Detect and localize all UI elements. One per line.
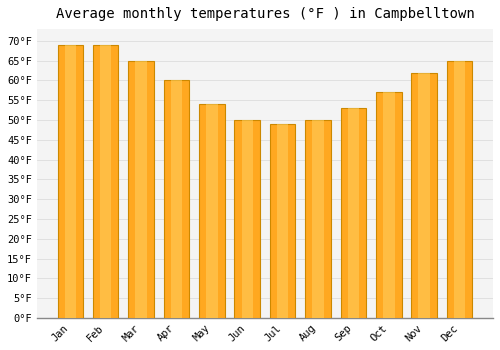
Bar	[206, 104, 218, 318]
Bar	[128, 61, 154, 318]
Bar	[340, 108, 366, 318]
Bar	[348, 108, 359, 318]
Bar	[454, 61, 466, 318]
Bar	[418, 72, 430, 318]
Bar	[383, 92, 394, 318]
Bar	[199, 104, 224, 318]
Bar	[306, 120, 331, 318]
Bar	[93, 45, 118, 318]
Bar	[242, 120, 253, 318]
Bar	[234, 120, 260, 318]
Bar	[58, 45, 83, 318]
Bar	[447, 61, 472, 318]
Bar	[64, 45, 76, 318]
Bar	[277, 124, 288, 318]
Bar	[376, 92, 402, 318]
Bar	[312, 120, 324, 318]
Bar	[270, 124, 295, 318]
Bar	[412, 72, 437, 318]
Bar	[100, 45, 112, 318]
Bar	[164, 80, 189, 318]
Bar	[136, 61, 147, 318]
Title: Average monthly temperatures (°F ) in Campbelltown: Average monthly temperatures (°F ) in Ca…	[56, 7, 474, 21]
Bar	[170, 80, 182, 318]
